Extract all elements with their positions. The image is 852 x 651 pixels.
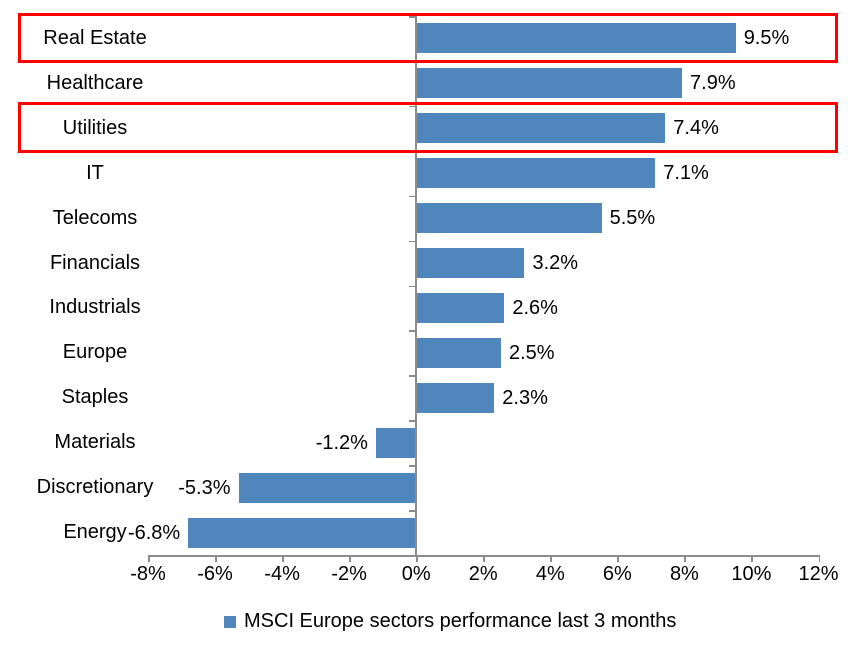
value-label-staples: 2.3% [502, 386, 548, 409]
value-axis-line [148, 555, 820, 557]
value-axis-tick-label-0-: 0% [401, 563, 431, 585]
value-axis-tick-label--4-: -4% [264, 563, 300, 585]
legend: MSCI Europe sectors performance last 3 m… [224, 610, 676, 633]
bar-financials [417, 248, 525, 279]
value-axis-tick [215, 556, 217, 562]
value-axis-tick-label--6-: -6% [197, 563, 233, 585]
highlight-box-utilities [18, 102, 838, 154]
bar-discretionary [238, 472, 417, 503]
category-label-europe: Europe [62, 341, 128, 364]
category-label-utilities: Utilities [62, 116, 128, 139]
value-axis-tick [684, 556, 686, 562]
value-axis-tick [349, 556, 351, 562]
value-label-europe: 2.5% [509, 341, 555, 364]
value-label-utilities: 7.4% [673, 117, 719, 140]
category-label-materials: Materials [54, 431, 136, 454]
category-axis-tick [409, 330, 416, 332]
value-axis-tick [617, 556, 619, 562]
bar-real-estate [417, 23, 736, 54]
value-label-discretionary: -5.3% [178, 476, 231, 499]
value-axis-tick [483, 556, 485, 562]
category-axis-tick [409, 285, 416, 287]
category-label-it: IT [86, 161, 104, 184]
legend-swatch-icon [224, 615, 236, 628]
value-axis-tick-label-10-: 10% [731, 563, 772, 585]
value-axis-tick-label--2-: -2% [331, 563, 367, 585]
bar-it [417, 158, 656, 189]
value-axis-tick-label-2-: 2% [468, 563, 498, 585]
category-axis-tick [409, 240, 416, 243]
category-label-industrials: Industrials [49, 296, 141, 319]
category-label-healthcare: Healthcare [46, 71, 144, 94]
value-label-materials: -1.2% [315, 431, 368, 454]
bar-telecoms [417, 203, 602, 234]
bar-healthcare [417, 68, 683, 99]
value-axis-tick [148, 556, 150, 562]
category-axis-tick [409, 420, 416, 422]
category-axis-tick [409, 465, 416, 467]
category-axis-tick [409, 195, 416, 198]
value-axis-tick-label--8-: -8% [130, 563, 166, 585]
value-label-financials: 3.2% [532, 252, 579, 275]
value-label-energy: -6.8% [127, 521, 181, 544]
category-label-energy: Energy [63, 521, 127, 544]
bar-staples [417, 382, 495, 413]
value-axis-tick-label-12-: 12% [798, 563, 839, 585]
value-label-it: 7.1% [663, 162, 709, 185]
bar-energy [188, 517, 417, 548]
category-label-telecoms: Telecoms [52, 206, 138, 229]
value-axis-tick [416, 556, 418, 562]
bar-utilities [417, 113, 666, 144]
bar-materials [375, 427, 417, 458]
category-axis-tick [409, 510, 416, 512]
value-label-telecoms: 5.5% [609, 207, 656, 230]
legend-label: MSCI Europe sectors performance last 3 m… [244, 610, 677, 632]
value-axis-tick-label-4-: 4% [535, 563, 565, 585]
category-axis-line [415, 16, 417, 557]
category-label-staples: Staples [61, 386, 129, 409]
value-label-healthcare: 7.9% [690, 72, 736, 95]
value-axis-tick [818, 556, 820, 562]
value-axis-tick-label-6-: 6% [602, 563, 632, 585]
highlight-box-real-estate [18, 12, 838, 64]
value-axis-tick [751, 556, 753, 562]
bar-europe [417, 337, 501, 368]
value-label-real-estate: 9.5% [743, 27, 790, 50]
category-label-financials: Financials [49, 251, 141, 274]
category-label-discretionary: Discretionary [36, 476, 154, 499]
category-axis-tick [409, 105, 416, 108]
category-axis-tick [409, 16, 416, 18]
value-axis-tick [282, 556, 284, 562]
bar-industrials [417, 292, 505, 323]
category-axis-tick [409, 375, 416, 377]
value-label-industrials: 2.6% [512, 296, 558, 319]
value-axis-tick [550, 556, 552, 562]
category-label-real-estate: Real Estate [43, 26, 147, 49]
value-axis-tick-label-8-: 8% [669, 563, 699, 585]
